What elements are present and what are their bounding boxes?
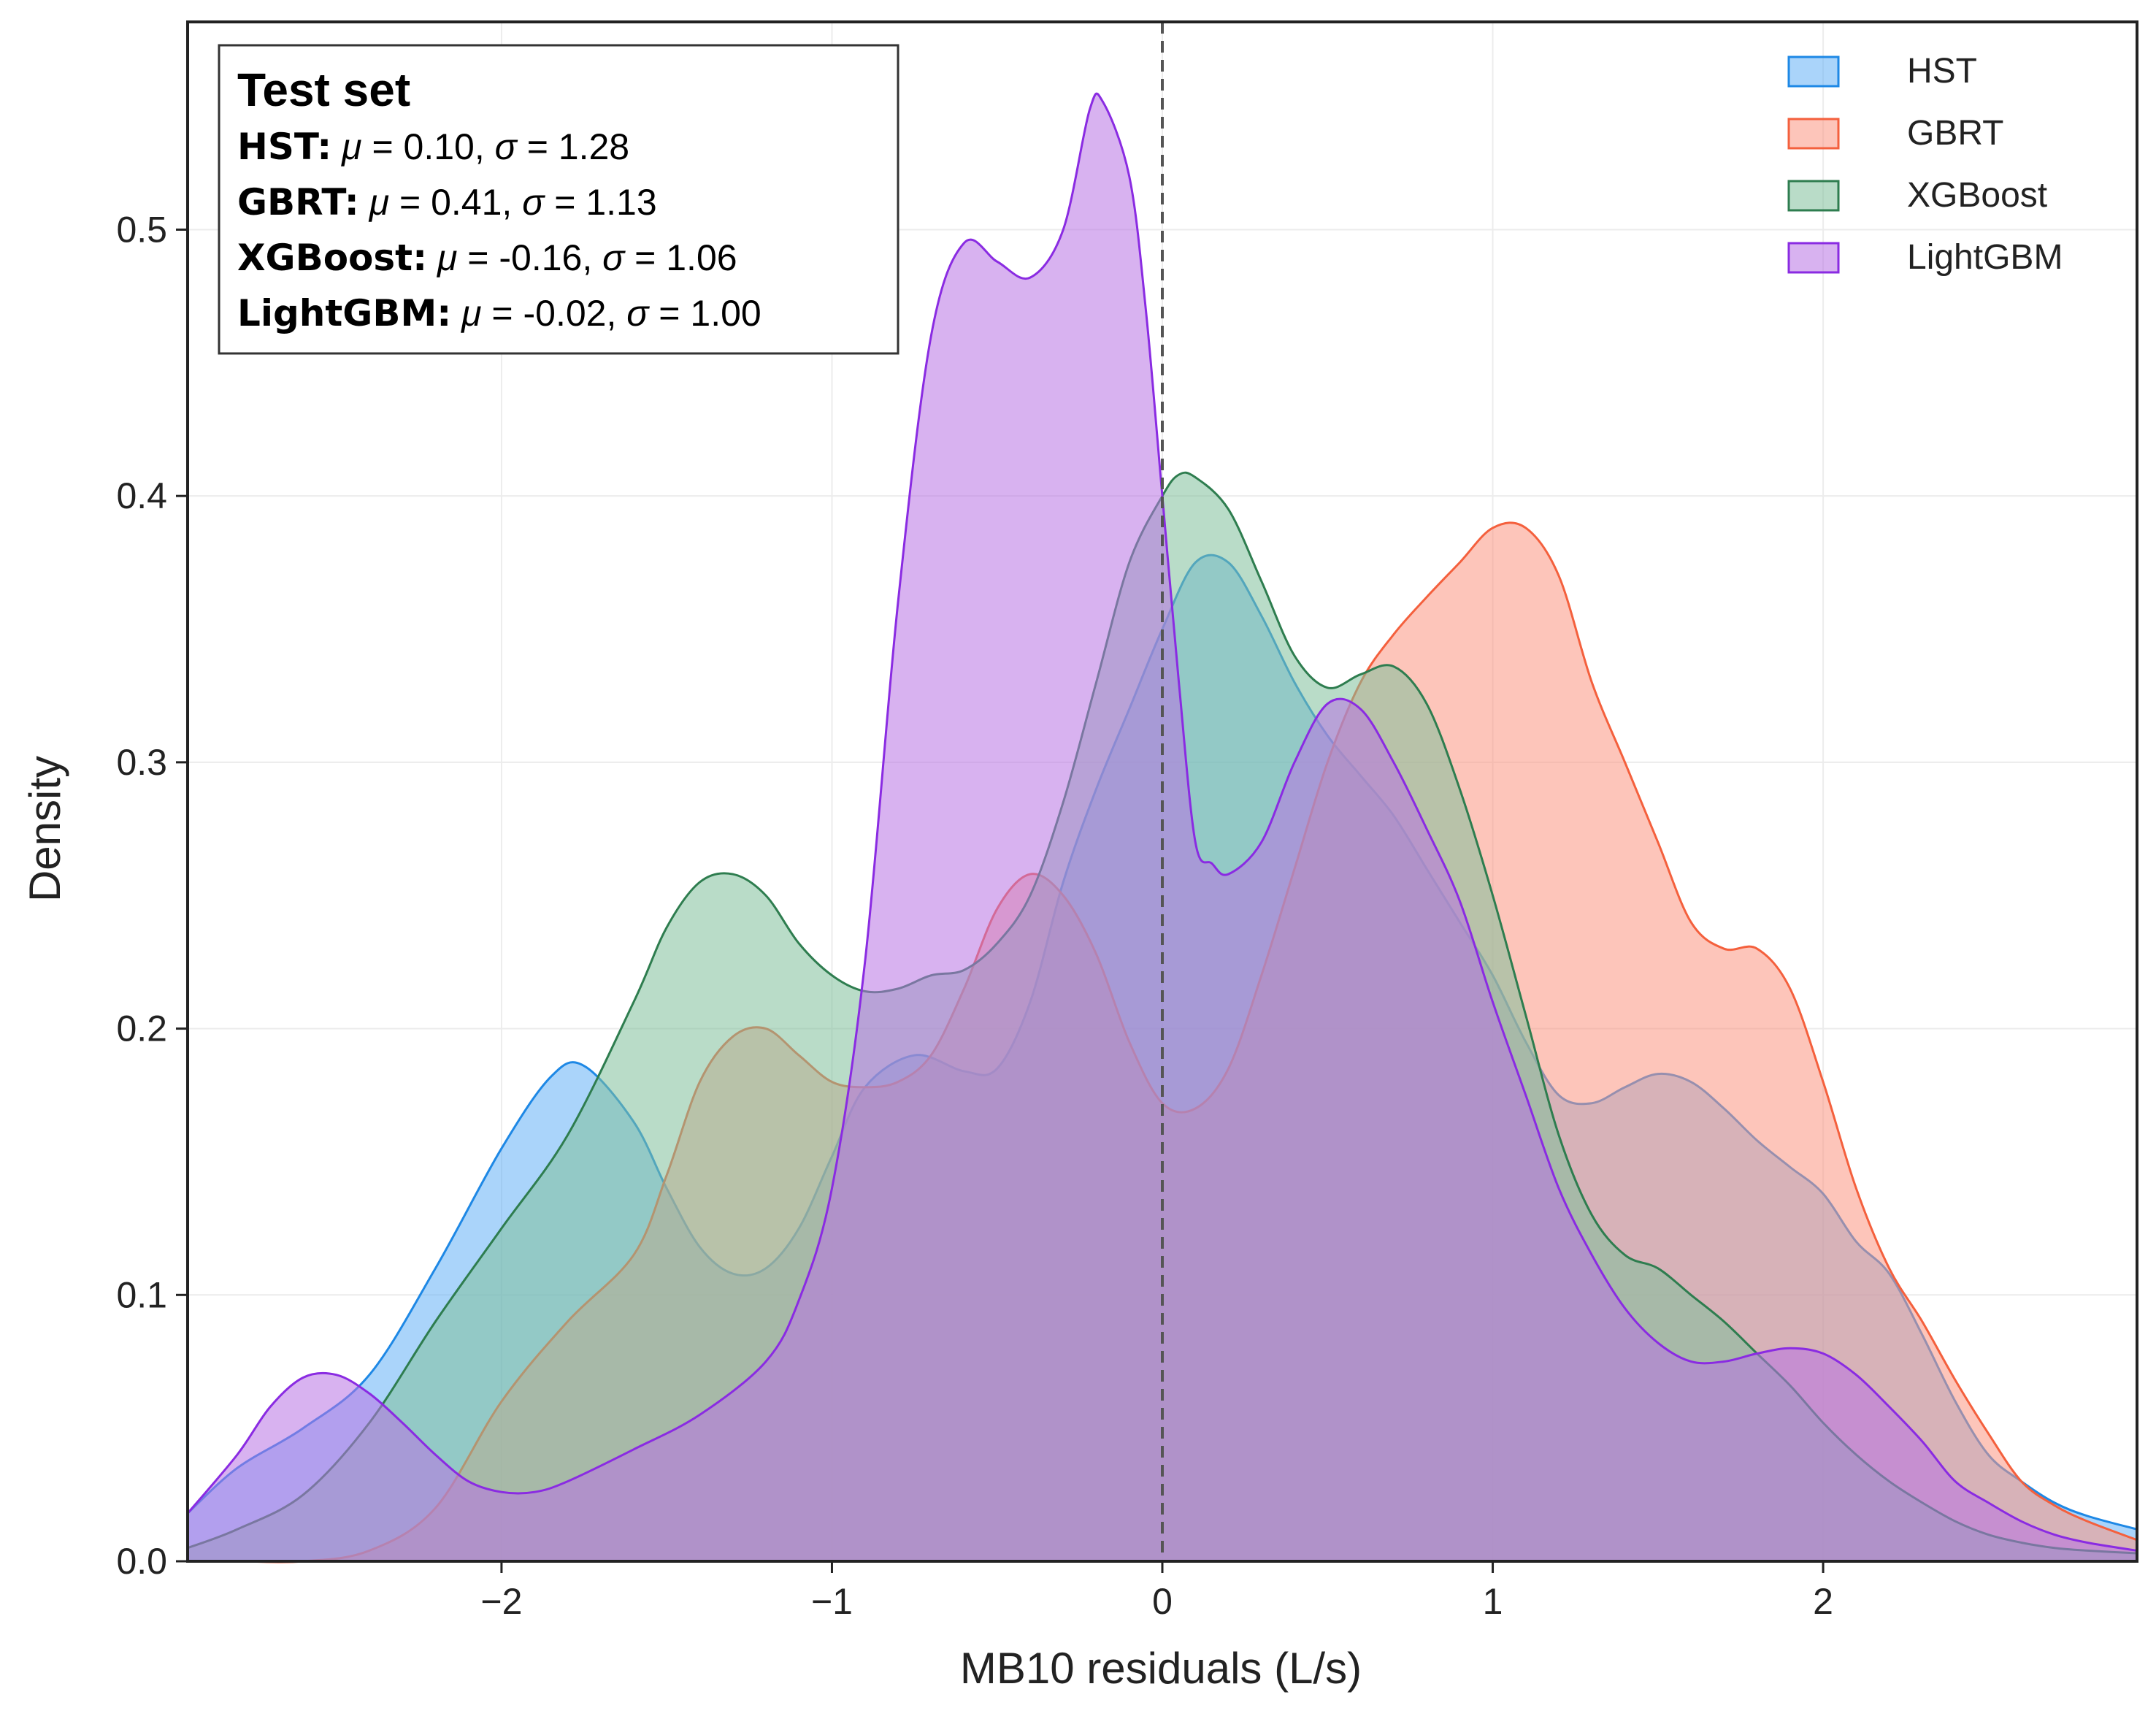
legend: HST GBRT XGBoost LightGBM (1787, 52, 2063, 277)
annotation-model: LightGBM: (237, 292, 451, 334)
annotation-mu-symbol: μ (436, 237, 457, 278)
legend-label-hst: HST (1907, 52, 1977, 91)
y-tick-label: 0.0 (116, 1541, 167, 1582)
y-axis-label: Density (20, 756, 69, 902)
annotation-model: HST: (237, 126, 331, 168)
legend-swatch-gbrt (1787, 118, 1840, 150)
legend-label-gbrt: GBRT (1907, 114, 2003, 153)
annotation-sigma-symbol: σ (626, 293, 650, 334)
annotation-sigma-symbol: σ (602, 237, 626, 278)
x-tick-label: −1 (811, 1581, 853, 1622)
x-tick-label: 1 (1483, 1581, 1503, 1622)
x-tick-label: 2 (1813, 1581, 1833, 1622)
annotation-frame (218, 44, 899, 355)
x-axis-label: MB10 residuals (L/s) (960, 1644, 1362, 1693)
annotation-mu-symbol: μ (460, 293, 481, 334)
annotation-sigma-value: = 1.28 (517, 126, 629, 167)
annotation-lines: HST: μ = 0.10, σ = 1.28 GBRT: μ = 0.41, σ… (237, 126, 761, 334)
annotation-sigma-value: = 1.13 (544, 182, 656, 223)
legend-label-lightgbm: LightGBM (1907, 238, 2063, 277)
annotation-mu-value: = 0.41, (389, 182, 522, 223)
y-tick-label: 0.3 (116, 742, 167, 783)
y-tick-label: 0.2 (116, 1008, 167, 1049)
legend-swatch-xgboost (1787, 180, 1840, 212)
annotation-mu-symbol: μ (340, 126, 361, 167)
annotation-mu-symbol (331, 126, 342, 167)
legend-label-xgboost: XGBoost (1907, 176, 2047, 215)
annotation-mu-value: = -0.02, (482, 293, 627, 334)
legend-swatch-lightgbm (1787, 242, 1840, 274)
annotation-title: Test set (237, 64, 410, 116)
x-tick-label: 0 (1152, 1581, 1173, 1622)
annotation-sigma-value: = 1.00 (648, 293, 761, 334)
legend-swatch-hst (1787, 55, 1840, 88)
annotation-mu-value: = -0.16, (457, 237, 602, 278)
y-tick-label: 0.5 (116, 209, 167, 250)
annotation-line-gbrt: GBRT: μ = 0.41, σ = 1.13 (237, 181, 657, 223)
annotation-sigma-symbol: σ (495, 126, 518, 167)
annotation-mu-symbol (451, 293, 461, 334)
y-tick-label: 0.4 (116, 475, 167, 516)
annotation-line-hst: HST: μ = 0.10, σ = 1.28 (237, 126, 629, 168)
annotation-sigma-symbol: σ (522, 182, 545, 223)
annotation-mu-symbol (359, 182, 369, 223)
annotation-mu-value: = 0.10, (362, 126, 495, 167)
stats-annotation-box: Test set HST: μ = 0.10, σ = 1.28 GBRT: μ … (218, 44, 899, 355)
x-tick-label: −2 (480, 1581, 522, 1622)
annotation-sigma-value: = 1.06 (624, 237, 737, 278)
y-tick-label: 0.1 (116, 1274, 167, 1315)
annotation-line-xgboost: XGBoost: μ = -0.16, σ = 1.06 (237, 237, 737, 279)
annotation-model: GBRT: (237, 181, 359, 223)
annotation-mu-symbol (427, 237, 437, 278)
annotation-model: XGBoost: (237, 237, 427, 279)
axis-ticks: −2 −1 0 1 2 0.0 0.1 0.2 0.3 0.4 0.5 (116, 209, 1833, 1622)
annotation-line-lightgbm: LightGBM: μ = -0.02, σ = 1.00 (237, 292, 761, 334)
annotation-mu-symbol: μ (368, 182, 389, 223)
